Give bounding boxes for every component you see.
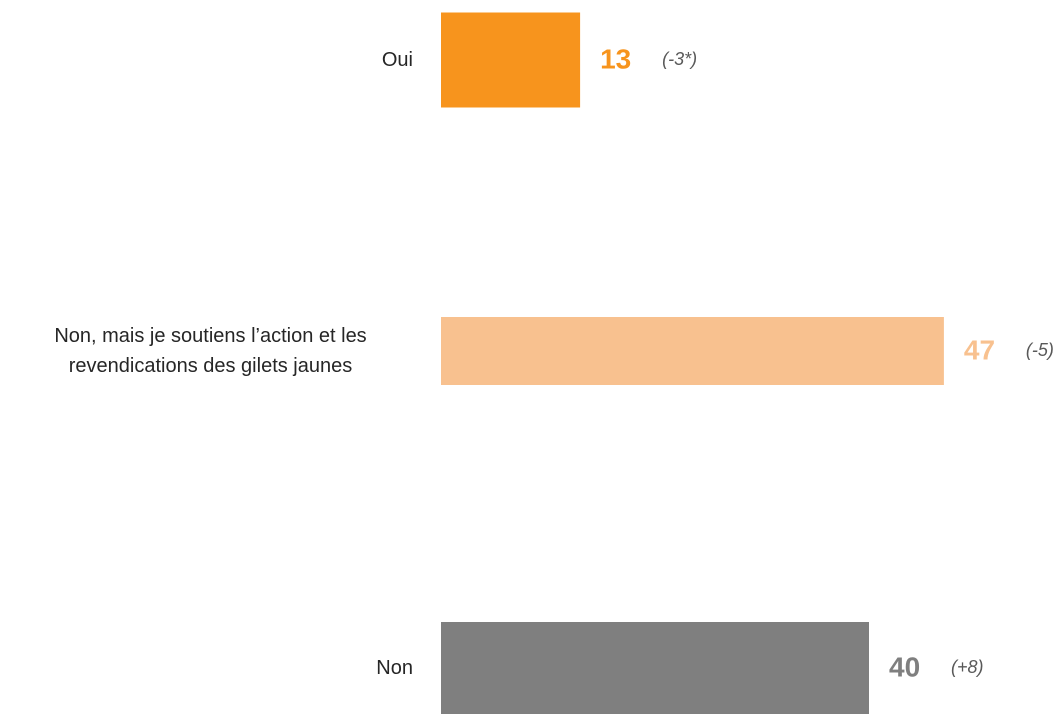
annotation: (-3*)	[662, 49, 697, 69]
bar	[441, 12, 581, 108]
bar	[441, 317, 944, 385]
value-label: 47	[964, 334, 995, 365]
category-label: Non, mais je soutiens l’action et les re…	[54, 325, 367, 377]
annotation: (+8)	[951, 657, 984, 677]
value-label: 13	[600, 43, 631, 74]
category-label: Oui	[381, 49, 413, 71]
annotation: (-5)	[1026, 340, 1054, 360]
value-label: 40	[889, 651, 920, 682]
category-label: Non	[376, 657, 413, 679]
bar	[441, 622, 869, 714]
